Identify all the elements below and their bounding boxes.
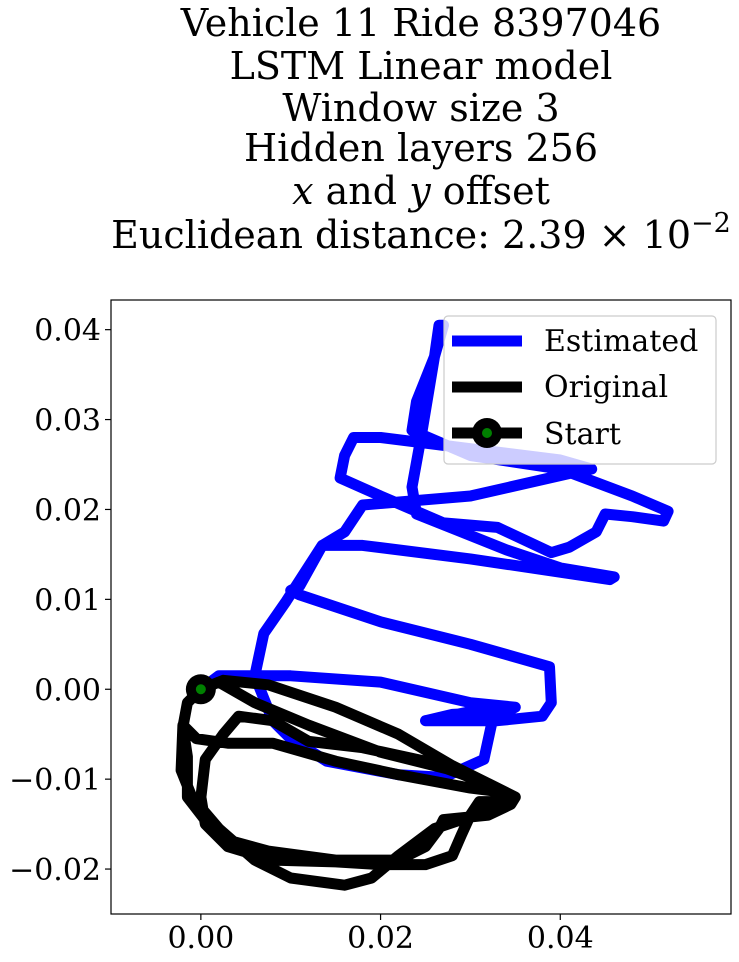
plot-frame (110, 299, 732, 915)
x-tick-label: 0.02 (347, 921, 414, 956)
title-line-1: Vehicle 11 Ride 8397046 (180, 1, 661, 45)
title-line-5: x and y offset (292, 169, 550, 213)
legend-start-marker-center (482, 428, 492, 438)
start-layer (185, 674, 216, 705)
y-axis: −0.02 −0.01 0.00 0.01 0.02 0.03 0.04 (9, 314, 111, 888)
legend-label-original: Original (544, 370, 668, 405)
y-tick-label: 0.01 (34, 583, 101, 618)
y-tick-label: 0.02 (34, 493, 101, 528)
title-times-ten: × 10 (587, 213, 691, 257)
title-distance: Euclidean distance: 2.39 (111, 213, 586, 257)
title-var-x: x (292, 169, 313, 213)
title-offset: offset (431, 169, 550, 213)
y-tick-label: 0.00 (34, 673, 101, 708)
x-axis: 0.00 0.02 0.04 (167, 914, 594, 956)
y-tick-label: −0.01 (9, 763, 101, 798)
title-line-6: Euclidean distance: 2.39 × 10−2 (111, 208, 731, 257)
title-var-y: y (407, 169, 431, 213)
legend-frame (443, 315, 717, 465)
chart-title: Vehicle 11 Ride 8397046 LSTM Linear mode… (111, 1, 731, 257)
legend-label-estimated: Estimated (544, 324, 698, 359)
y-tick-label: 0.03 (34, 404, 101, 439)
title-line-3: Window size 3 (282, 86, 559, 130)
series-line-original (175, 674, 521, 891)
x-tick-label: 0.04 (527, 921, 594, 956)
legend-label-start: Start (544, 417, 621, 452)
title-line-2: LSTM Linear model (230, 44, 613, 88)
x-tick-label: 0.00 (167, 921, 234, 956)
title-exponent: −2 (691, 208, 731, 239)
legend: Estimated Original Start (443, 315, 717, 465)
y-tick-label: −0.02 (9, 853, 101, 888)
y-tick-label: 0.04 (34, 314, 101, 349)
title-and: and (314, 169, 410, 213)
title-line-4: Hidden layers 256 (244, 126, 598, 170)
start-marker-center (195, 684, 206, 695)
